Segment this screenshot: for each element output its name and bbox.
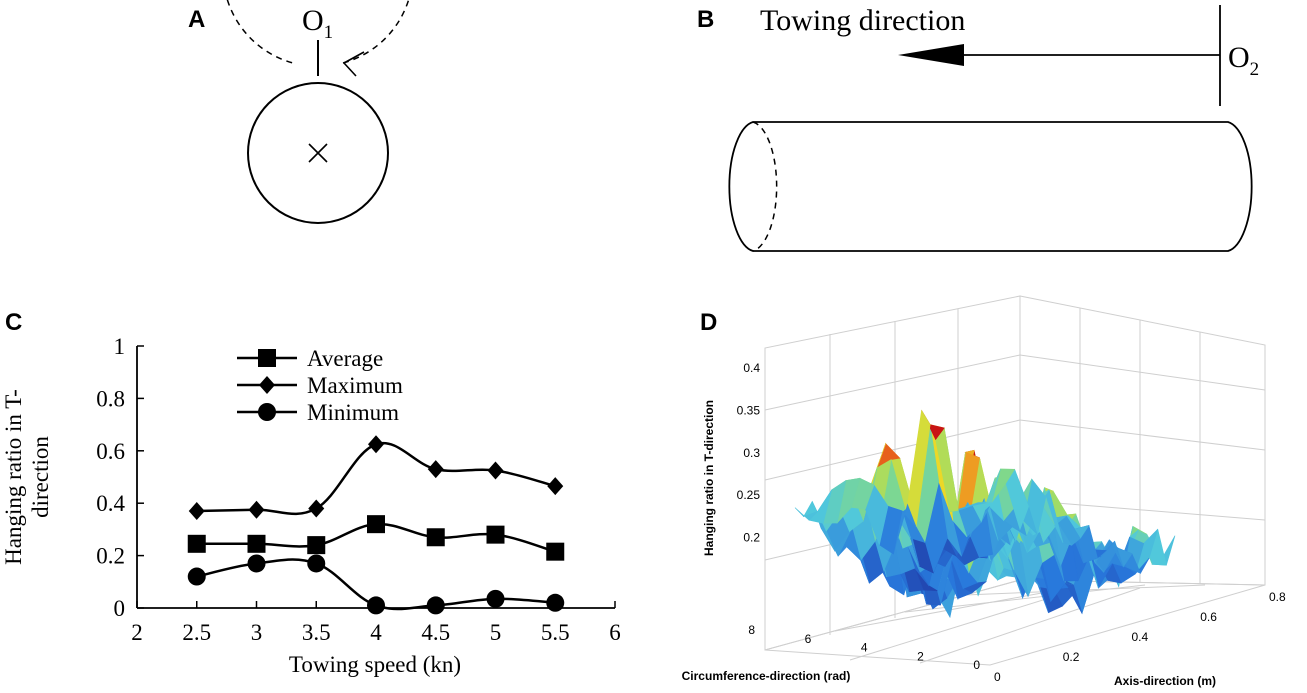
- y-tick-label: 8: [748, 623, 755, 637]
- x-tick-label: 3: [251, 620, 263, 645]
- data-point-minimum: [426, 596, 445, 615]
- x-tick-label: 3.5: [302, 620, 331, 645]
- y-tick-label: 2: [917, 649, 924, 663]
- panel-d: D 0.2 0.25 0.3 0.35 0.4 0 2 4 6 8 0 0.2 0.4 0.6 0.8: [682, 295, 1286, 688]
- panel-b-cylinder-outline: [728, 121, 1253, 252]
- panel-a-rotation-arrowhead-icon: [343, 51, 365, 77]
- legend-entry-average: Average: [237, 346, 383, 371]
- x-tick-label: 4.5: [421, 620, 450, 645]
- legend-label-maximum: Maximum: [307, 373, 403, 398]
- panel-c-letter: C: [5, 309, 22, 336]
- panel-d-letter: D: [700, 309, 717, 336]
- panel-c-xlabel: Towing speed (kn): [289, 652, 461, 677]
- panel-a: A O1: [188, 0, 410, 224]
- panel-b-cylinder-hidden-edge: [752, 121, 778, 252]
- data-point-minimum: [367, 596, 385, 615]
- y-tick-label: 0: [114, 596, 126, 621]
- legend-marker-maximum: [259, 376, 275, 394]
- panel-c-ticks: 2 2.5 3 3.5 4 4.5 5 5.5 6 0 0.2 0.4 0.6 0.8 1: [96, 334, 621, 645]
- data-point-minimum: [307, 554, 326, 573]
- y-tick-label: 0.6: [96, 439, 125, 464]
- panel-a-letter: A: [188, 6, 205, 33]
- data-point-minimum: [546, 593, 565, 612]
- data-point-maximum: [308, 499, 325, 518]
- x-tick-label: 0.8: [1269, 590, 1286, 604]
- panel-d-zlabel: Hanging ratio in T-direction: [702, 400, 716, 556]
- panel-d-ylabel: Circumference-direction (rad): [682, 669, 851, 683]
- x-tick-label: 0: [994, 670, 1001, 684]
- legend-entry-minimum: Minimum: [237, 400, 399, 425]
- data-point-maximum: [368, 435, 384, 454]
- x-tick-label: 4: [370, 620, 382, 645]
- panel-d-surface: [794, 409, 1176, 619]
- panel-c-ylabel-line2: direction: [28, 436, 53, 518]
- panel-b-letter: B: [697, 6, 714, 33]
- series-minimum: [187, 554, 565, 615]
- x-tick-label: 2.5: [182, 620, 211, 645]
- panel-d-xlabel: Axis-direction (m): [1114, 674, 1216, 688]
- y-tick-label: 0.8: [96, 386, 125, 411]
- x-tick-label: 0.2: [1063, 650, 1080, 664]
- legend-label-average: Average: [307, 346, 383, 371]
- series-line-maximum: [196, 441, 556, 516]
- data-point-maximum: [248, 500, 265, 519]
- series-maximum: [188, 435, 564, 521]
- data-point-average: [307, 536, 326, 555]
- panel-a-cross-section-circle: [247, 82, 389, 224]
- panel-a-origin-label: O1: [302, 4, 333, 43]
- legend-entry-maximum: Maximum: [237, 373, 403, 398]
- y-tick-label: 0.2: [96, 544, 125, 569]
- x-tick-label: 6: [609, 620, 621, 645]
- z-tick-label: 0.4: [743, 361, 760, 375]
- data-point-average: [247, 534, 266, 553]
- data-point-maximum: [188, 502, 205, 521]
- legend-marker-average: [258, 349, 276, 367]
- panel-c-series: [187, 435, 565, 615]
- legend-label-minimum: Minimum: [307, 400, 399, 425]
- panel-b-direction-arrowhead-icon: [898, 44, 964, 66]
- z-tick-label: 0.25: [737, 488, 761, 502]
- y-tick-label: 1: [114, 334, 126, 359]
- z-tick-label: 0.35: [737, 403, 761, 417]
- panel-c-ylabel-line1: Hanging ratio in T-: [1, 389, 26, 565]
- panel-b-origin-label: O2: [1228, 41, 1259, 80]
- panel-b-towing-direction-label: Towing direction: [760, 4, 965, 37]
- series-average: [187, 515, 565, 561]
- surface-patch: [794, 507, 818, 521]
- data-point-minimum: [187, 567, 206, 586]
- data-point-average: [486, 525, 505, 544]
- panel-b: B Towing direction O2: [697, 4, 1259, 252]
- data-point-maximum: [427, 460, 444, 479]
- data-point-average: [187, 534, 206, 553]
- data-point-maximum: [547, 477, 564, 496]
- y-tick-label: 0: [973, 658, 980, 672]
- legend-marker-minimum: [258, 403, 276, 421]
- data-point-average: [426, 528, 445, 547]
- data-point-maximum: [487, 461, 504, 480]
- data-point-minimum: [247, 554, 266, 573]
- z-tick-label: 0.2: [743, 531, 760, 545]
- x-tick-label: 5: [490, 620, 502, 645]
- panel-d-axes: 0.2 0.25 0.3 0.35 0.4 0 2 4 6 8 0 0.2 0.4 0.6 0.8: [737, 361, 1286, 684]
- data-point-average: [367, 515, 385, 534]
- x-tick-label: 0.4: [1132, 630, 1149, 644]
- panel-a-center-cross-icon: [308, 143, 328, 163]
- x-tick-label: 0.6: [1200, 610, 1217, 624]
- y-tick-label: 4: [861, 641, 868, 655]
- panel-c: C 2 2.5 3 3.5 4 4.5 5 5.5 6 0 0.2 0.4 0.6 0.8 1 Towing…: [1, 309, 621, 677]
- data-point-minimum: [486, 589, 505, 608]
- y-tick-label: 6: [805, 632, 812, 646]
- x-tick-label: 2: [131, 620, 143, 645]
- z-tick-label: 0.3: [743, 446, 760, 460]
- x-tick-label: 5.5: [541, 620, 570, 645]
- y-tick-label: 0.4: [96, 491, 125, 516]
- data-point-average: [546, 542, 565, 561]
